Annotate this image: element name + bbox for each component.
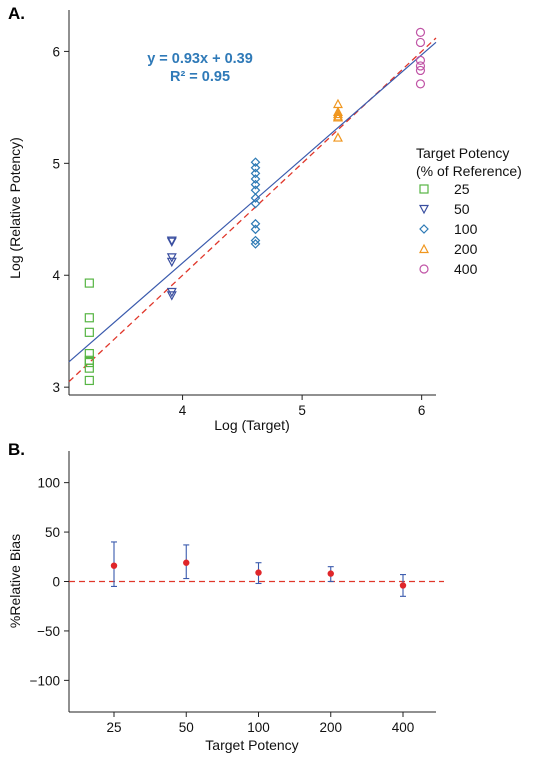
legend-label-25: 25 <box>454 181 470 197</box>
data-point-400 <box>415 27 426 37</box>
identity-line <box>68 37 437 383</box>
panel-b-x-tick-label: 25 <box>106 720 121 735</box>
panel-b-y-tick-label: 100 <box>37 476 60 491</box>
data-point-25 <box>84 327 94 337</box>
panel-a-x-tick-label: 6 <box>418 403 426 418</box>
data-point-400 <box>415 37 426 48</box>
data-point-100 <box>250 235 261 246</box>
data-point-100 <box>250 174 261 184</box>
legend-marker-100 <box>419 224 429 234</box>
bias-point-25 <box>110 562 118 569</box>
data-point-25 <box>84 313 94 323</box>
data-point-200 <box>332 112 343 122</box>
panel-a-x-tick-label: 4 <box>179 403 187 418</box>
panel-a-ticks: 4 5 6 3 4 5 6 <box>52 44 425 418</box>
data-point-400 <box>415 61 426 71</box>
legend: Target Potency (% of Reference) 25501002… <box>416 145 522 277</box>
legend-items: 25 50 100 200 400 <box>419 181 478 277</box>
legend-label-50: 50 <box>454 201 470 217</box>
panel-b-ticks: 25 50 100 200 400 100 50 0 −50 −100 <box>30 476 415 735</box>
data-point-25 <box>84 357 94 368</box>
legend-title-line-2: (% of Reference) <box>416 163 522 179</box>
panel-b-y-tick-label: 50 <box>45 525 60 540</box>
panel-a-x-tick-label: 5 <box>298 403 306 418</box>
legend-marker-50 <box>419 204 429 215</box>
r-squared: R² = 0.95 <box>170 69 230 85</box>
data-point-200 <box>332 132 343 142</box>
panel-a-y-tick-label: 6 <box>52 44 60 59</box>
panel-a-y-tick-label: 3 <box>52 380 60 395</box>
legend-label-100: 100 <box>454 221 478 237</box>
data-point-25 <box>84 375 94 386</box>
panel-b-y-tick-label: −100 <box>30 673 60 688</box>
legend-label-400: 400 <box>454 261 478 277</box>
bias-point-200 <box>327 570 334 577</box>
panel-b-y-axis-title: %Relative Bias <box>7 534 23 628</box>
panel-b-label: B. <box>8 440 25 459</box>
data-point-100 <box>250 185 261 196</box>
panel-a-y-tick-label: 5 <box>52 156 60 171</box>
panel-b-points <box>110 541 407 597</box>
data-point-100 <box>250 168 261 179</box>
panel-b-x-axis-title: Target Potency <box>205 737 298 753</box>
panel-a-y-tick-label: 4 <box>52 268 60 283</box>
panel-b-x-tick-label: 400 <box>392 720 415 735</box>
panel-a-y-axis-title: Log (Relative Potency) <box>7 137 23 279</box>
legend-marker-25 <box>419 184 429 194</box>
data-point-100 <box>250 218 261 229</box>
data-point-25 <box>84 348 94 359</box>
data-point-50 <box>166 257 177 268</box>
data-point-50 <box>166 291 177 301</box>
data-point-50 <box>166 253 177 263</box>
bias-point-400 <box>399 582 407 589</box>
data-point-100 <box>250 239 261 249</box>
data-point-400 <box>415 65 426 76</box>
data-point-400 <box>415 55 426 65</box>
data-point-200 <box>332 98 343 109</box>
legend-marker-200 <box>419 243 429 254</box>
bias-point-100 <box>255 569 262 576</box>
panel-a-x-axis-title: Log (Target) <box>214 417 289 433</box>
data-point-100 <box>250 157 261 168</box>
panel-b-x-tick-label: 200 <box>319 720 342 735</box>
data-point-25 <box>84 363 94 373</box>
data-point-100 <box>250 162 261 173</box>
legend-title-line-1: Target Potency <box>416 145 509 161</box>
data-point-400 <box>415 79 426 89</box>
panel-b: B. 25 50 100 200 400 100 50 0 −50 −100 Target Pot… <box>7 440 444 753</box>
data-point-100 <box>250 224 261 235</box>
data-point-25 <box>84 278 94 288</box>
regression-equation: y = 0.93x + 0.39 <box>147 51 253 67</box>
panel-a-lines <box>68 37 437 383</box>
bias-point-50 <box>183 559 190 566</box>
panel-b-x-tick-label: 50 <box>179 720 194 735</box>
data-point-50 <box>166 237 177 247</box>
data-point-200 <box>332 106 343 116</box>
panel-a-label: A. <box>8 4 25 23</box>
legend-label-200: 200 <box>454 241 478 257</box>
legend-marker-400 <box>419 264 429 274</box>
panel-b-x-tick-label: 100 <box>247 720 270 735</box>
panel-b-y-tick-label: −50 <box>37 624 60 639</box>
data-point-100 <box>250 198 261 209</box>
panel-b-y-tick-label: 0 <box>52 575 60 590</box>
panel-a-points <box>84 27 426 386</box>
data-point-100 <box>250 179 261 190</box>
data-point-200 <box>332 108 343 119</box>
data-point-100 <box>250 193 261 203</box>
panel-a: A. 4 5 6 3 4 5 6 y = 0.93x + 0.39 R² = 0.95 Lo… <box>7 4 522 433</box>
